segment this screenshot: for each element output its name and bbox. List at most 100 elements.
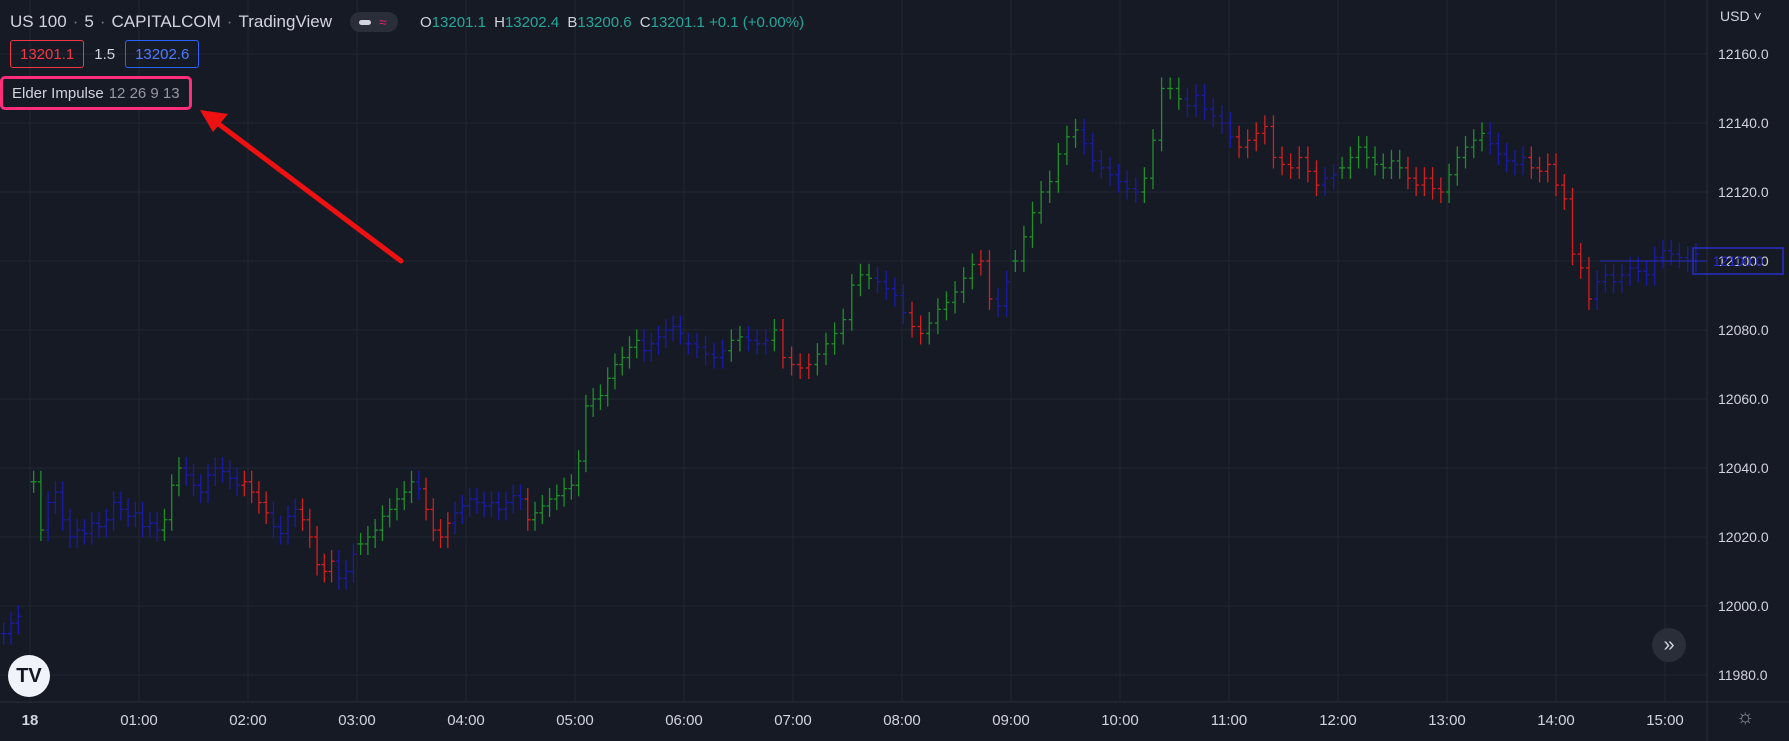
ohlc-bar	[561, 477, 568, 507]
ohlc-bar	[1081, 118, 1088, 155]
ohlc-bar	[1618, 263, 1625, 293]
indicator-legend[interactable]: Elder Impulse 12 26 9 13	[0, 76, 192, 110]
ohlc-bar	[1404, 156, 1411, 190]
ohlc-bar	[88, 512, 95, 545]
interval[interactable]: 5	[84, 12, 94, 31]
ohlc-bar	[1287, 153, 1294, 179]
scroll-to-realtime-button[interactable]: »	[1652, 628, 1686, 662]
ohlc-bar	[917, 315, 924, 345]
gear-icon[interactable]: ☼	[1736, 706, 1755, 728]
ohlc-bar	[960, 267, 967, 304]
ohlc-bar	[736, 325, 743, 352]
ohlc-bar	[139, 501, 146, 538]
ohlc-bar	[822, 332, 829, 366]
ohlc-bar	[590, 387, 597, 417]
ohlc-bar	[754, 329, 761, 355]
ohlc-bar	[648, 332, 655, 362]
symbol-legend[interactable]: US 100 · 5 · CAPITALCOM · TradingView ≈ …	[10, 10, 804, 34]
tradingview-logo-icon[interactable]: TV	[8, 655, 50, 697]
ohlc-bar	[386, 498, 393, 528]
ohlc-bar	[1684, 246, 1691, 273]
market-status-pill[interactable]: ≈	[350, 12, 399, 32]
close-value: 13201.1	[650, 13, 705, 31]
ohlc-bar	[685, 332, 692, 355]
ohlc-bar	[1210, 98, 1217, 128]
ohlc-bar	[771, 318, 778, 352]
ohlc-bar	[814, 343, 821, 376]
time-axis[interactable]: 18 01:00 02:00 03:00 04:00 05:00 06:00 07:00 08:…	[22, 712, 1684, 729]
price-tick-label: 12120.0	[1718, 184, 1769, 200]
ohlc-bar	[1553, 153, 1560, 197]
ohlc-bar	[379, 505, 386, 542]
ohlc-bar	[299, 498, 306, 531]
ohlc-bar	[1544, 153, 1551, 183]
ohlc-bar	[553, 484, 560, 511]
ohlc-bar	[1437, 177, 1444, 204]
price-tick-label: 12040.0	[1718, 460, 1769, 476]
time-tick-label: 18	[22, 712, 39, 729]
ohlc-bar	[1602, 263, 1609, 293]
ohlc-bar	[1201, 84, 1208, 121]
ohlc-bar	[797, 353, 804, 379]
ohlc-bar	[848, 274, 855, 331]
ohlc-bar	[711, 343, 718, 369]
ohlc-bar	[15, 605, 22, 635]
time-tick-label: 14:00	[1537, 712, 1575, 729]
ohlc-bar	[219, 456, 226, 483]
ohlc-bar	[1577, 243, 1584, 279]
ohlc-bar	[670, 315, 677, 342]
last-price-line: 12100.0	[1600, 247, 1784, 275]
ohlc-bar	[1296, 146, 1303, 179]
ohlc-bar	[0, 622, 7, 645]
ohlc-bar	[532, 501, 539, 531]
ohlc-bar	[459, 494, 466, 524]
spread-value: 1.5	[94, 45, 116, 63]
ohlc-bar	[1115, 163, 1122, 193]
time-tick-label: 12:00	[1319, 712, 1357, 729]
ohlc-bar	[168, 474, 175, 531]
symbol-name[interactable]: US 100	[10, 12, 67, 31]
price-tick-label: 12020.0	[1718, 529, 1769, 545]
ohlc-bar	[364, 525, 371, 555]
ohlc-bar	[1372, 146, 1379, 176]
ohlc-bar	[161, 508, 168, 542]
ohlc-bar	[81, 519, 88, 545]
ohlc-bar	[857, 263, 864, 297]
ohlc-bar	[1421, 167, 1428, 197]
ohlc-bar	[393, 488, 400, 521]
price-tick-label: 12160.0	[1718, 46, 1769, 62]
ohlc-bar	[662, 318, 669, 348]
ohlc-bar	[702, 336, 709, 366]
currency-selector[interactable]: USD ˅	[1720, 8, 1762, 24]
separator: ·	[99, 12, 106, 31]
ohlc-bar	[30, 470, 37, 493]
annotation-arrow	[200, 110, 404, 264]
ohlc-bar	[437, 519, 444, 549]
ohlc-bar	[502, 491, 509, 521]
ohlc-bar	[1098, 149, 1105, 179]
ohlc-bar	[1003, 270, 1010, 317]
time-tick-label: 02:00	[229, 712, 267, 729]
ohlc-bar	[597, 384, 604, 411]
ohlc-bar	[1643, 260, 1650, 286]
ohlc-bar	[423, 477, 430, 521]
ohlc-bar	[1569, 187, 1576, 266]
ohlc-bar	[1495, 132, 1502, 166]
ohlc-bar	[510, 484, 517, 514]
ohlc-bar	[37, 470, 44, 542]
price-tick-label: 12060.0	[1718, 391, 1769, 407]
indicator-params: 12 26 9 13	[108, 84, 180, 102]
ohlc-bar	[1330, 163, 1337, 190]
buy-button[interactable]: 13202.6	[125, 40, 200, 68]
ohlc-bar	[611, 353, 618, 390]
indicator-name[interactable]: Elder Impulse	[12, 84, 104, 102]
ohlc-bar	[1141, 167, 1148, 204]
price-axis[interactable]: 12160.0 12140.0 12120.0 12100.0 12080.0 12060…	[1718, 46, 1769, 683]
ohlc-bar	[1322, 167, 1329, 197]
ohlc-bar	[1089, 132, 1096, 172]
sell-button[interactable]: 13201.1	[10, 40, 85, 68]
trade-prices: 13201.1 1.5 13202.6	[10, 40, 200, 68]
ohlc-bar	[1279, 146, 1286, 176]
